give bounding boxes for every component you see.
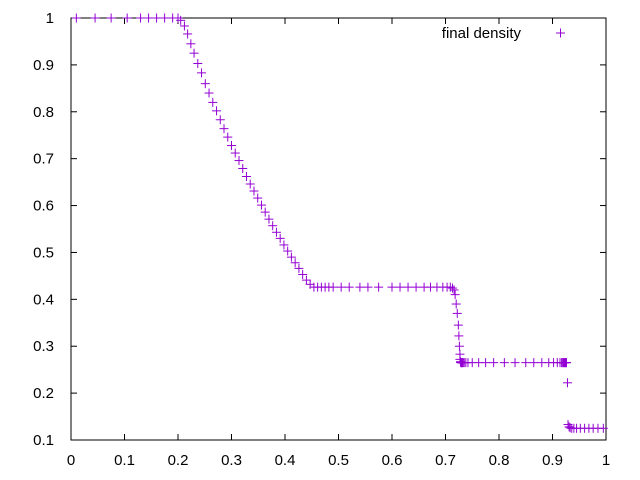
y-tick-label: 0.5 <box>33 244 54 261</box>
data-point <box>176 15 186 25</box>
data-point <box>521 358 531 368</box>
data-point <box>249 186 259 196</box>
data-point <box>403 282 413 292</box>
data-point <box>294 263 304 273</box>
data-point <box>186 39 196 49</box>
data-point <box>271 227 281 237</box>
data-point <box>529 358 539 368</box>
x-tick-label: 0.5 <box>328 452 349 469</box>
data-point <box>122 13 132 23</box>
x-tick-label: 0.8 <box>489 452 510 469</box>
data-point <box>510 358 520 368</box>
data-point <box>561 358 571 368</box>
x-tick-label: 0 <box>67 452 75 469</box>
data-point <box>499 358 509 368</box>
x-tick-label: 0.3 <box>221 452 242 469</box>
legend-label: final density <box>442 25 522 42</box>
data-point <box>223 132 233 142</box>
data-point <box>204 88 214 98</box>
data-point <box>200 79 210 89</box>
data-point <box>106 13 116 23</box>
x-tick-label: 0.7 <box>435 452 456 469</box>
data-point <box>260 207 270 217</box>
data-point <box>344 282 354 292</box>
x-tick-label: 0.9 <box>542 452 563 469</box>
data-point <box>286 252 296 262</box>
data-point <box>336 282 346 292</box>
data-point <box>454 341 464 351</box>
data-point <box>283 246 293 256</box>
series-points <box>71 13 608 433</box>
x-tick-label: 1 <box>602 452 610 469</box>
data-point <box>598 423 608 433</box>
data-point <box>212 106 222 116</box>
data-point <box>374 282 384 292</box>
data-point <box>449 285 459 295</box>
x-tick-label: 0.1 <box>114 452 135 469</box>
data-point <box>301 275 311 285</box>
data-point <box>363 282 373 292</box>
y-tick-label: 0.4 <box>33 291 54 308</box>
data-point <box>230 148 240 158</box>
legend: final density <box>442 25 565 42</box>
plot-frame <box>70 17 607 441</box>
data-point <box>298 269 308 279</box>
data-point <box>215 115 225 125</box>
data-point <box>450 290 460 300</box>
x-tick-label: 0.2 <box>168 452 189 469</box>
data-point <box>234 156 244 166</box>
data-point <box>275 233 285 243</box>
data-point <box>241 171 251 181</box>
data-point <box>219 124 229 134</box>
data-point <box>197 68 207 78</box>
y-tick-label: 0.9 <box>33 57 54 74</box>
legend-marker <box>556 28 565 38</box>
y-tick-label: 0.2 <box>33 385 54 402</box>
data-point <box>290 258 300 268</box>
data-point <box>193 58 203 68</box>
y-tick-label: 1 <box>46 10 54 27</box>
data-point <box>447 283 457 293</box>
data-point <box>454 331 464 341</box>
data-point <box>183 29 193 39</box>
data-point <box>481 358 491 368</box>
axis-tick-labels: 0 0.1 0.2 0.3 0.4 0.5 0.6 0.7 0.8 0.9 1 0.1 0.2 0.3 0.… <box>33 10 610 469</box>
data-point <box>411 282 421 292</box>
data-point <box>144 13 154 23</box>
data-point <box>189 48 199 58</box>
data-point <box>179 21 189 31</box>
data-point <box>256 200 266 210</box>
y-tick-label: 0.7 <box>33 151 54 168</box>
data-point <box>268 221 278 231</box>
data-point <box>452 308 462 318</box>
data-point <box>328 282 338 292</box>
data-point <box>387 282 397 292</box>
data-point <box>279 240 289 250</box>
data-point <box>208 97 218 107</box>
data-point <box>253 193 263 203</box>
data-point <box>160 13 170 23</box>
y-tick-label: 0.8 <box>33 104 54 121</box>
data-point <box>489 358 499 368</box>
data-point <box>395 282 405 292</box>
x-tick-label: 0.6 <box>382 452 403 469</box>
y-tick-label: 0.1 <box>33 432 54 449</box>
y-tick-label: 0.3 <box>33 338 54 355</box>
data-point <box>71 13 81 23</box>
data-point <box>245 179 255 189</box>
data-point <box>238 164 248 174</box>
data-point <box>355 282 365 292</box>
data-point <box>152 13 162 23</box>
y-tick-label: 0.6 <box>33 198 54 215</box>
data-point <box>264 214 274 224</box>
data-point <box>90 13 100 23</box>
data-point <box>451 299 461 309</box>
data-point <box>227 141 236 151</box>
x-tick-label: 0.4 <box>275 452 296 469</box>
data-point <box>453 320 463 330</box>
axis-ticks <box>70 17 607 441</box>
data-point <box>562 378 572 388</box>
data-point <box>136 13 146 23</box>
